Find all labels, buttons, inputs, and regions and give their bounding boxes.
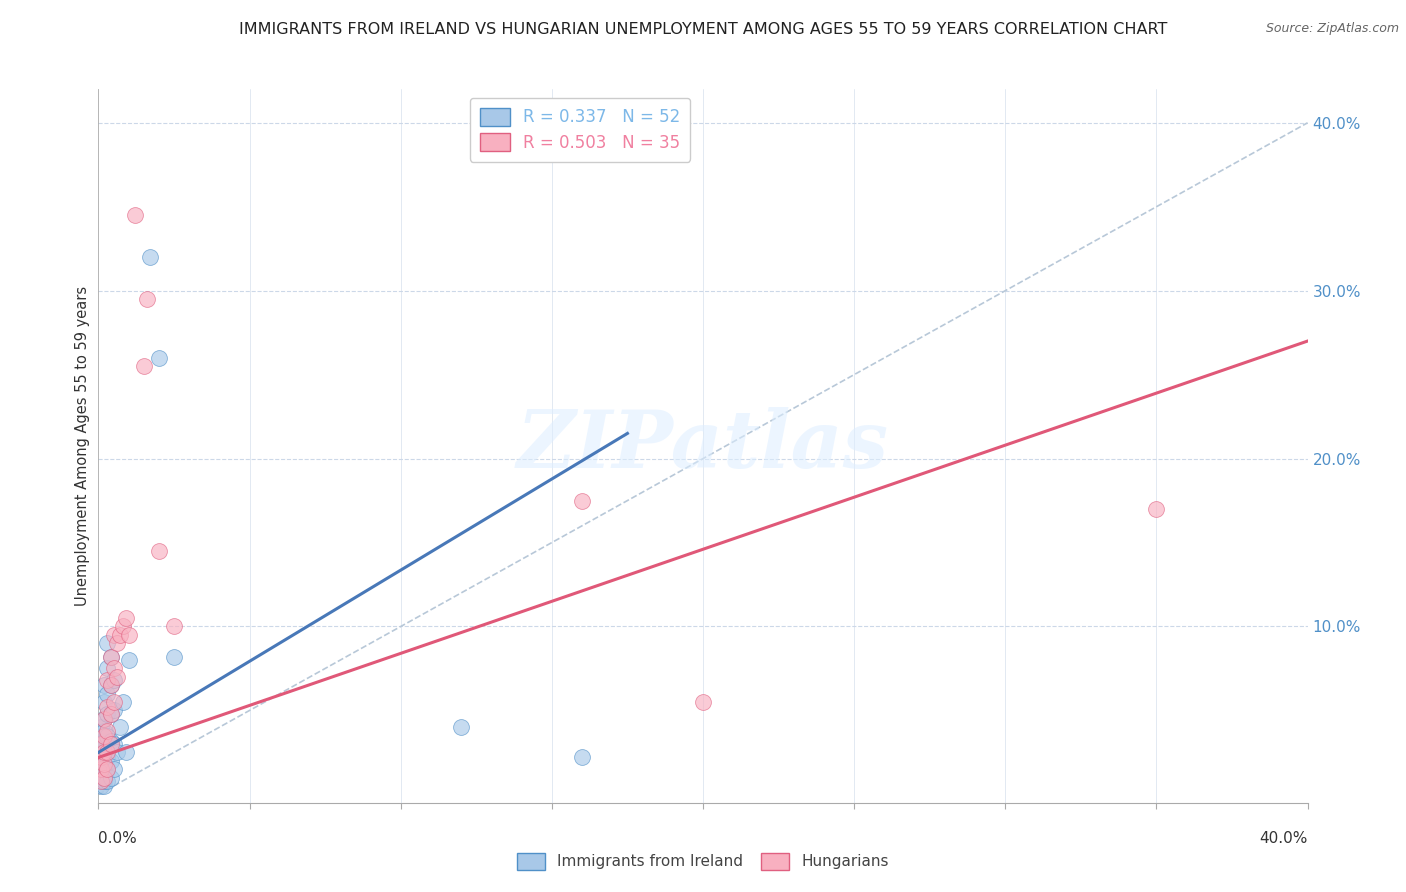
Point xyxy=(103,628,125,642)
Point xyxy=(96,729,118,743)
Point xyxy=(118,628,141,642)
Text: 0.0%: 0.0% xyxy=(98,831,138,846)
Point xyxy=(100,649,122,664)
Point xyxy=(93,712,115,726)
Point xyxy=(93,740,115,755)
Point xyxy=(96,673,118,688)
Point xyxy=(93,779,115,793)
Point xyxy=(124,208,146,222)
Point xyxy=(90,774,112,789)
Point xyxy=(93,750,115,764)
Text: ZIPatlas: ZIPatlas xyxy=(517,408,889,484)
Point xyxy=(108,628,131,642)
Point xyxy=(163,619,186,633)
Text: IMMIGRANTS FROM IRELAND VS HUNGARIAN UNEMPLOYMENT AMONG AGES 55 TO 59 YEARS CORR: IMMIGRANTS FROM IRELAND VS HUNGARIAN UNE… xyxy=(239,22,1167,37)
Point xyxy=(111,695,134,709)
Point xyxy=(90,774,112,789)
Point xyxy=(90,750,112,764)
Point xyxy=(90,737,112,751)
Point xyxy=(103,762,125,776)
Point xyxy=(100,754,122,768)
Point xyxy=(148,351,170,365)
Text: Source: ZipAtlas.com: Source: ZipAtlas.com xyxy=(1265,22,1399,36)
Point xyxy=(1144,502,1167,516)
Point xyxy=(571,750,593,764)
Point xyxy=(96,687,118,701)
Point xyxy=(93,762,115,776)
Point xyxy=(93,771,115,785)
Point xyxy=(148,544,170,558)
Point xyxy=(90,729,112,743)
Point xyxy=(90,762,112,776)
Point xyxy=(96,723,118,738)
Point xyxy=(96,762,118,776)
Point xyxy=(100,771,122,785)
Point xyxy=(90,746,112,760)
Point xyxy=(90,757,112,772)
Point xyxy=(96,774,118,789)
Point xyxy=(103,703,125,717)
Point xyxy=(103,695,125,709)
Point xyxy=(96,700,118,714)
Point xyxy=(93,771,115,785)
Point xyxy=(96,706,118,721)
Legend: Immigrants from Ireland, Hungarians: Immigrants from Ireland, Hungarians xyxy=(510,846,896,877)
Point xyxy=(105,746,128,760)
Point xyxy=(90,720,112,734)
Text: 40.0%: 40.0% xyxy=(1260,831,1308,846)
Point xyxy=(100,706,122,721)
Point xyxy=(93,746,115,760)
Point xyxy=(93,723,115,738)
Point xyxy=(96,746,118,760)
Point xyxy=(90,737,112,751)
Point xyxy=(93,757,115,772)
Point xyxy=(100,678,122,692)
Point xyxy=(103,737,125,751)
Point xyxy=(105,670,128,684)
Point xyxy=(571,493,593,508)
Point xyxy=(692,695,714,709)
Point xyxy=(93,695,115,709)
Point xyxy=(450,720,472,734)
Point xyxy=(93,712,115,726)
Point xyxy=(163,649,186,664)
Point xyxy=(90,754,112,768)
Point xyxy=(96,636,118,650)
Point xyxy=(103,661,125,675)
Point xyxy=(100,706,122,721)
Point xyxy=(96,762,118,776)
Point xyxy=(139,250,162,264)
Point xyxy=(100,737,122,751)
Point xyxy=(96,661,118,675)
Point xyxy=(93,678,115,692)
Point xyxy=(93,757,115,772)
Y-axis label: Unemployment Among Ages 55 to 59 years: Unemployment Among Ages 55 to 59 years xyxy=(75,286,90,606)
Point xyxy=(118,653,141,667)
Point xyxy=(93,774,115,789)
Point xyxy=(105,636,128,650)
Point xyxy=(114,611,136,625)
Point xyxy=(100,733,122,747)
Point xyxy=(108,720,131,734)
Point xyxy=(100,678,122,692)
Point xyxy=(100,649,122,664)
Point xyxy=(132,359,155,374)
Point xyxy=(135,292,157,306)
Point xyxy=(90,779,112,793)
Point xyxy=(114,746,136,760)
Point xyxy=(93,729,115,743)
Point xyxy=(90,762,112,776)
Point xyxy=(103,673,125,688)
Point xyxy=(93,733,115,747)
Point xyxy=(90,750,112,764)
Point xyxy=(90,767,112,781)
Point xyxy=(111,619,134,633)
Point xyxy=(96,750,118,764)
Point xyxy=(90,771,112,785)
